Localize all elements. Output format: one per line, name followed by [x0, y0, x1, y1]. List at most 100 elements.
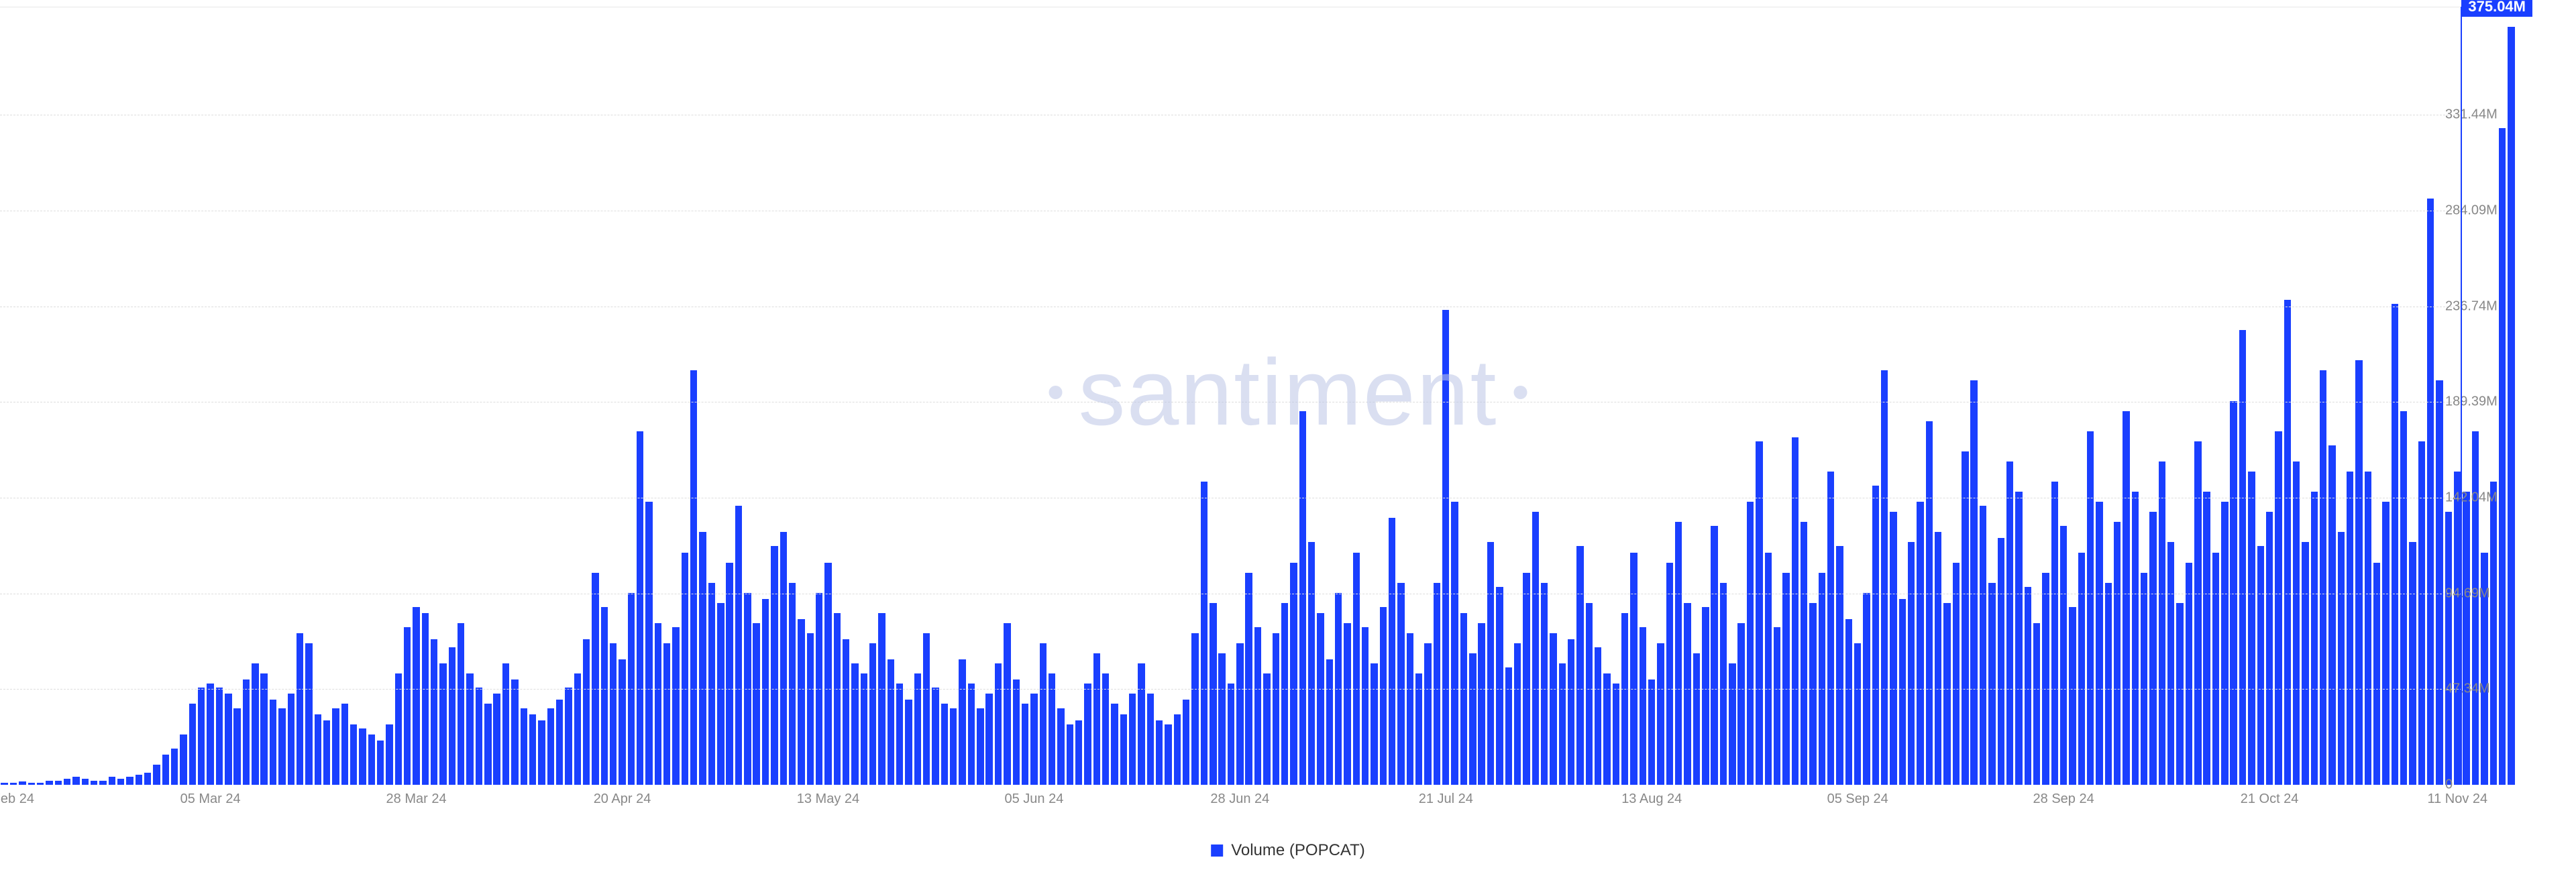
bar	[297, 633, 303, 785]
bar	[377, 741, 384, 785]
bar	[708, 583, 715, 785]
bar	[2409, 542, 2416, 785]
bar	[1980, 506, 1986, 785]
bar	[1962, 451, 1968, 785]
bar	[1469, 653, 1476, 785]
bar	[28, 783, 35, 785]
bar	[717, 603, 724, 785]
bar	[37, 783, 44, 785]
bar	[834, 613, 841, 785]
bar	[431, 639, 437, 785]
bar	[117, 779, 124, 785]
y-tick-label: 236.74M	[2445, 298, 2499, 314]
bar	[1434, 583, 1440, 785]
bar	[1603, 673, 1610, 785]
bar	[1191, 633, 1198, 785]
bar	[1684, 603, 1690, 785]
bar	[1621, 613, 1628, 785]
bar	[109, 777, 115, 785]
bar	[1613, 684, 1619, 785]
bar	[1102, 673, 1109, 785]
bar	[1201, 482, 1208, 785]
bar	[1899, 599, 1906, 785]
bar	[207, 684, 213, 785]
bar	[1424, 643, 1431, 785]
bar	[995, 663, 1002, 785]
bar	[1801, 522, 1807, 785]
bar	[2212, 553, 2219, 785]
bar	[637, 431, 643, 785]
bar	[2159, 461, 2165, 785]
bar	[985, 694, 992, 785]
bar	[439, 663, 446, 785]
bar	[1917, 502, 1923, 785]
bar	[2015, 492, 2022, 785]
bar	[225, 694, 231, 785]
y-tick-label: 331.44M	[2445, 107, 2499, 123]
bar	[341, 704, 348, 785]
bar	[1836, 546, 1843, 785]
bar	[968, 684, 975, 785]
bar	[807, 633, 814, 785]
x-tick-label: 28 Mar 24	[386, 792, 447, 807]
bar	[619, 659, 625, 785]
bar	[1451, 502, 1458, 785]
bar	[1407, 633, 1413, 785]
bar	[1218, 653, 1225, 785]
bar	[136, 775, 142, 785]
bar	[1514, 643, 1521, 785]
bar	[2454, 472, 2461, 785]
bar	[10, 783, 17, 785]
bar	[1586, 603, 1593, 785]
bar	[529, 714, 536, 785]
bar	[2463, 492, 2469, 785]
bar	[82, 779, 89, 785]
bar	[565, 688, 572, 785]
bar	[1389, 518, 1395, 785]
bar	[1156, 720, 1163, 785]
bar	[538, 720, 545, 785]
bar	[645, 502, 652, 785]
grid-line	[0, 689, 2462, 690]
bar	[1245, 573, 1252, 785]
bar	[1666, 563, 1673, 785]
bar	[64, 779, 70, 785]
bar	[2302, 542, 2308, 785]
bar	[1147, 694, 1154, 785]
bar	[1210, 603, 1216, 785]
bar	[1460, 613, 1467, 785]
bar	[180, 734, 186, 785]
bar	[1747, 502, 1754, 785]
bar	[162, 755, 169, 785]
bar	[1013, 679, 1020, 785]
y-tick-label: 189.39M	[2445, 394, 2499, 410]
bar	[1049, 673, 1055, 785]
bar	[1281, 603, 1288, 785]
bar	[1720, 583, 1727, 785]
bar	[977, 708, 983, 785]
bar	[413, 607, 419, 785]
legend-swatch	[1211, 844, 1223, 857]
bar	[780, 532, 787, 785]
bar	[2338, 532, 2345, 785]
bar	[1935, 532, 1941, 785]
bar	[2203, 492, 2210, 785]
bar	[1648, 679, 1655, 785]
bar	[1576, 546, 1583, 785]
bar	[1075, 720, 1082, 785]
bar	[1326, 659, 1333, 785]
bar	[1, 783, 7, 785]
x-tick-label: 05 Sep 24	[1827, 792, 1888, 807]
bar	[1308, 542, 1315, 785]
bar	[1380, 607, 1387, 785]
bar	[2275, 431, 2282, 785]
bar	[1908, 542, 1915, 785]
bar	[252, 663, 258, 785]
x-tick-label: 11 Nov 24	[2427, 792, 2487, 807]
bar	[592, 573, 598, 785]
bar	[869, 643, 876, 785]
bar	[1872, 486, 1879, 785]
bar	[1756, 441, 1762, 785]
bar	[2167, 542, 2174, 785]
bar	[878, 613, 885, 785]
